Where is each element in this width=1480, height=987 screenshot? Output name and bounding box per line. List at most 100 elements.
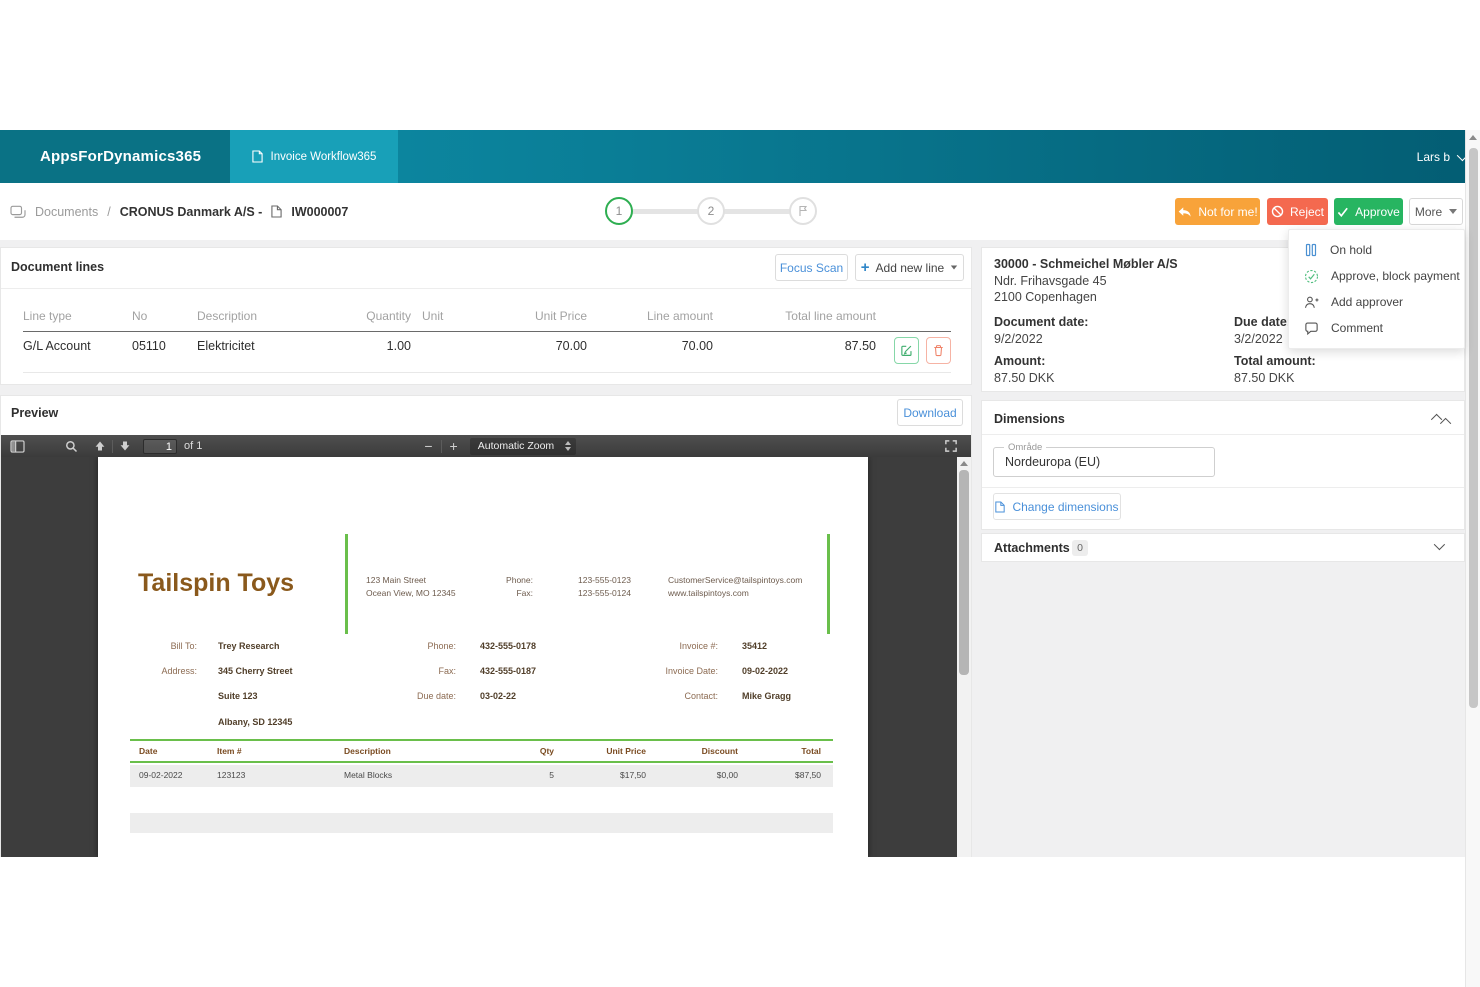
invoice-row-band xyxy=(130,765,833,787)
zoom-out-icon[interactable]: − xyxy=(424,438,433,454)
fax-label: Fax: xyxy=(438,666,456,676)
menu-item-approve-block-payment[interactable]: Approve, block payment xyxy=(1289,263,1464,289)
breadcrumb-company: CRONUS Danmark A/S - xyxy=(119,204,263,219)
next-page-icon[interactable] xyxy=(119,440,131,452)
change-dimensions-doc-icon xyxy=(995,501,1006,513)
reject-button[interactable]: Reject xyxy=(1267,198,1328,225)
step-final-flag xyxy=(789,197,817,225)
brand-logo: AppsForDynamics365 xyxy=(0,130,230,183)
collapse-chevron-icon[interactable] xyxy=(1430,413,1443,426)
inv-col-date: Date xyxy=(139,746,158,756)
expand-chevron-icon[interactable] xyxy=(1433,538,1446,551)
not-for-me-button[interactable]: Not for me! xyxy=(1175,198,1260,225)
scroll-up-arrow-icon[interactable] xyxy=(960,461,968,466)
not-for-me-label: Not for me! xyxy=(1198,204,1258,219)
page-number-input[interactable]: 1 xyxy=(143,438,177,454)
invoice-table-rule xyxy=(130,739,833,741)
row-rule xyxy=(23,372,951,373)
inv-cell-discount: $0,00 xyxy=(716,770,738,780)
edit-pencil-icon xyxy=(900,344,913,357)
menu-item-add-approver[interactable]: Add approver xyxy=(1289,289,1464,315)
invoice-no-value: 35412 xyxy=(742,641,768,651)
menu-item-on-hold[interactable]: On hold xyxy=(1289,237,1464,263)
total-amount-value: 87.50 DKK xyxy=(1234,371,1295,385)
cell-total-line-amount: 87.50 xyxy=(844,339,876,353)
caret-down-icon xyxy=(1449,209,1458,214)
search-icon[interactable] xyxy=(65,440,78,453)
cell-line-type: G/L Account xyxy=(23,339,91,353)
bill-address-2: Suite 123 xyxy=(218,691,258,701)
invoice-due-date-label: Due date: xyxy=(416,691,456,701)
invoice-hdr-fax-label: Fax: xyxy=(516,588,533,598)
document-date-label: Document date: xyxy=(994,315,1089,329)
check-icon xyxy=(1337,207,1349,217)
fullscreen-icon[interactable] xyxy=(945,440,957,452)
scroll-up-arrow-icon[interactable] xyxy=(1469,135,1477,140)
invoice-due-date-value: 03-02-22 xyxy=(480,691,517,701)
invoice-no-label: Invoice #: xyxy=(679,641,718,651)
edit-line-button[interactable] xyxy=(894,337,919,364)
invoice-hdr-phone-label: Phone: xyxy=(506,575,533,585)
user-menu[interactable]: Lars b xyxy=(1416,130,1469,183)
invoice-table-rule xyxy=(130,761,833,763)
menu-item-comment[interactable]: Comment xyxy=(1289,315,1464,341)
amount-value: 87.50 DKK xyxy=(994,371,1055,385)
caret-down-icon xyxy=(951,265,958,270)
contact-value: Mike Gragg xyxy=(742,691,792,701)
preview-card: Preview Download 1 of 1 − + Automatic Zo xyxy=(0,395,972,857)
cell-quantity: 1.00 xyxy=(386,339,411,353)
inv-col-description: Description xyxy=(344,746,391,756)
more-button[interactable]: More xyxy=(1409,198,1463,225)
breadcrumb-documents[interactable]: Documents xyxy=(35,204,99,219)
inv-cell-item: 123123 xyxy=(217,770,246,780)
approve-button[interactable]: Approve xyxy=(1334,198,1403,225)
previous-page-icon[interactable] xyxy=(94,440,106,452)
invoice-street: 123 Main Street xyxy=(366,575,427,585)
invoice-hdr-fax: 123-555-0124 xyxy=(578,588,631,598)
table-header-rule xyxy=(23,331,951,332)
zoom-level-select[interactable]: Automatic Zoom xyxy=(469,437,576,455)
download-button[interactable]: Download xyxy=(897,399,963,426)
inv-cell-qty: 5 xyxy=(549,770,554,780)
zoom-in-icon[interactable]: + xyxy=(449,438,458,454)
col-description: Description xyxy=(197,309,258,323)
zoom-level-value: Automatic Zoom xyxy=(477,440,555,452)
delete-line-button[interactable] xyxy=(926,337,951,364)
pause-icon xyxy=(1304,243,1318,257)
contact-label: Contact: xyxy=(684,691,718,701)
col-unit-price: Unit Price xyxy=(534,309,587,323)
attachments-card[interactable]: Attachments 0 xyxy=(981,533,1465,562)
omrade-field-value: Nordeuropa (EU) xyxy=(1005,455,1101,469)
step-2: 2 xyxy=(697,197,725,225)
invoice-city: Ocean View, MO 12345 xyxy=(366,588,456,598)
page-scrollbar-thumb[interactable] xyxy=(1469,148,1478,708)
omrade-field-label: Område xyxy=(1004,442,1047,453)
col-line-type: Line type xyxy=(23,309,72,323)
cell-description: Elektricitet xyxy=(197,339,255,353)
pdf-scrollbar-thumb[interactable] xyxy=(959,470,969,675)
reply-arrow-icon xyxy=(1177,206,1192,218)
tab-invoice-workflow365[interactable]: Invoice Workflow365 xyxy=(230,130,398,183)
documents-icon xyxy=(10,205,26,219)
attachments-count-badge: 0 xyxy=(1072,540,1088,556)
check-circle-icon xyxy=(1304,269,1319,284)
vendor-name: 30000 - Schmeichel Møbler A/S xyxy=(994,257,1178,271)
omrade-field[interactable]: Område Nordeuropa (EU) xyxy=(993,442,1215,477)
due-date-label: Due date: xyxy=(1234,315,1291,329)
page-scrollbar[interactable] xyxy=(1465,130,1480,987)
total-amount-label: Total amount: xyxy=(1234,354,1316,368)
focus-scan-button[interactable]: Focus Scan xyxy=(775,254,848,281)
bill-address-1: 345 Cherry Street xyxy=(218,666,293,676)
user-name: Lars b xyxy=(1416,149,1450,164)
phone-value: 432-555-0178 xyxy=(480,641,537,651)
change-dimensions-button[interactable]: Change dimensions xyxy=(993,493,1121,520)
workflow-stepper: 1 2 xyxy=(605,197,817,225)
pdf-scrollbar[interactable] xyxy=(957,457,971,857)
preview-title: Preview xyxy=(11,406,59,420)
address-label: Address: xyxy=(161,666,197,676)
col-line-amount: Line amount xyxy=(646,309,713,323)
inv-col-item: Item # xyxy=(217,746,242,756)
sidebar-toggle-icon[interactable] xyxy=(10,439,25,453)
add-new-line-button[interactable]: + Add new line xyxy=(855,254,964,281)
invoice-hdr-phone: 123-555-0123 xyxy=(578,575,631,585)
